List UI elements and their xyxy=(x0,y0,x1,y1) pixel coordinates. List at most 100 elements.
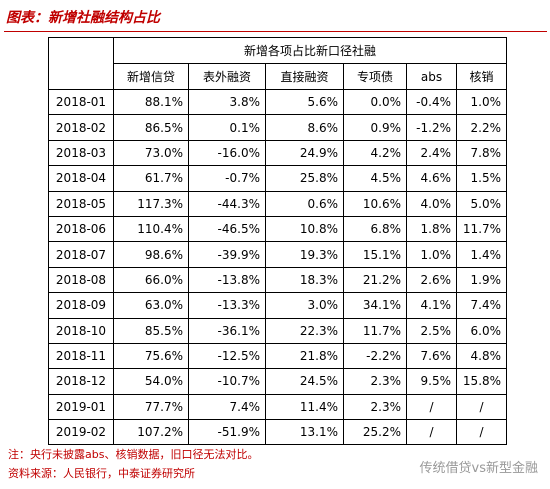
cell: 10.6% xyxy=(343,190,407,217)
cell: 7.4% xyxy=(188,393,266,421)
table-body: 2018-01 88.1% 3.8% 5.6% 0.0% -0.4% 1.0% 2018-02… xyxy=(48,88,508,446)
column-header: 直接融资 xyxy=(265,63,344,90)
cell: 15.8% xyxy=(455,368,508,395)
table-row: 2018-10 85.5% -36.1% 22.3% 11.7% 2.5% 6.0% xyxy=(48,317,508,344)
cell: / xyxy=(406,419,457,446)
cell: 75.6% xyxy=(113,342,189,370)
cell: 2.6% xyxy=(406,266,457,294)
cell: 8.6% xyxy=(265,114,344,141)
row-label: 2018-05 xyxy=(48,190,114,217)
cell: 2.2% xyxy=(455,114,508,141)
header-row: 新增各项占比新口径社融 xyxy=(48,37,508,90)
cell: 10.8% xyxy=(265,215,344,243)
column-header: 表外融资 xyxy=(188,63,266,90)
cell: 7.6% xyxy=(406,342,457,370)
note: 注：央行未披露abs、核销数据，旧口径无法对比。 xyxy=(8,448,259,461)
cell: 34.1% xyxy=(343,292,407,319)
cell: / xyxy=(406,393,457,421)
cell: -13.3% xyxy=(188,292,266,319)
row-label: 2018-11 xyxy=(48,342,114,370)
row-label: 2018-12 xyxy=(48,368,114,395)
cell: 73.0% xyxy=(113,139,189,167)
row-label: 2019-01 xyxy=(48,393,114,421)
cell: 2.3% xyxy=(343,393,407,421)
cell: / xyxy=(455,393,508,421)
table-row: 2018-09 63.0% -13.3% 3.0% 34.1% 4.1% 7.4% xyxy=(48,292,508,319)
row-label: 2018-07 xyxy=(48,241,114,268)
cell: -39.9% xyxy=(188,241,266,268)
column-header: 核销 xyxy=(455,63,508,90)
cell: 21.8% xyxy=(265,342,344,370)
cell: 24.9% xyxy=(265,139,344,167)
cell: 117.3% xyxy=(113,190,189,217)
source: 资料来源：人民银行，中泰证券研究所 xyxy=(8,467,195,480)
cell: 5.6% xyxy=(265,88,344,116)
table-row: 2019-02 107.2% -51.9% 13.1% 25.2% / / xyxy=(48,419,508,446)
cell: 11.4% xyxy=(265,393,344,421)
cell: 4.8% xyxy=(455,342,508,370)
cell: -0.7% xyxy=(188,165,266,192)
cell: 22.3% xyxy=(265,317,344,344)
cell: 110.4% xyxy=(113,215,189,243)
row-label: 2018-04 xyxy=(48,165,114,192)
cell: 85.5% xyxy=(113,317,189,344)
cell: 77.7% xyxy=(113,393,189,421)
table-row: 2018-05 117.3% -44.3% 0.6% 10.6% 4.0% 5.0% xyxy=(48,190,508,217)
cell: 5.0% xyxy=(455,190,508,217)
cell: -2.2% xyxy=(343,342,407,370)
cell: 4.2% xyxy=(343,139,407,167)
cell: -13.8% xyxy=(188,266,266,294)
table-row: 2018-12 54.0% -10.7% 24.5% 2.3% 9.5% 15.8% xyxy=(48,368,508,395)
row-label: 2018-01 xyxy=(48,88,114,116)
cell: 61.7% xyxy=(113,165,189,192)
cell: 1.9% xyxy=(455,266,508,294)
cell: 3.8% xyxy=(188,88,266,116)
row-label: 2018-08 xyxy=(48,266,114,294)
cell: 0.1% xyxy=(188,114,266,141)
corner-cell xyxy=(48,37,114,90)
cell: 54.0% xyxy=(113,368,189,395)
cell: 98.6% xyxy=(113,241,189,268)
column-header: 新增信贷 xyxy=(113,63,189,90)
cell: 19.3% xyxy=(265,241,344,268)
row-label: 2018-03 xyxy=(48,139,114,167)
cell: 13.1% xyxy=(265,419,344,446)
table-row: 2018-07 98.6% -39.9% 19.3% 15.1% 1.0% 1.4% xyxy=(48,241,508,268)
cell: 24.5% xyxy=(265,368,344,395)
cell: -1.2% xyxy=(406,114,457,141)
table-row: 2019-01 77.7% 7.4% 11.4% 2.3% / / xyxy=(48,393,508,421)
cell: 25.2% xyxy=(343,419,407,446)
cell: 88.1% xyxy=(113,88,189,116)
cell: 107.2% xyxy=(113,419,189,446)
table: 新增各项占比新口径社融 新增信贷 表外融资 直接融资 专项债 abs 核销 2018-01… xyxy=(48,37,508,446)
cell: 18.3% xyxy=(265,266,344,294)
cell: -12.5% xyxy=(188,342,266,370)
table-row: 2018-02 86.5% 0.1% 8.6% 0.9% -1.2% 2.2% xyxy=(48,114,508,141)
table-row: 2018-03 73.0% -16.0% 24.9% 4.2% 2.4% 7.8% xyxy=(48,139,508,167)
title-rule xyxy=(4,31,547,32)
cell: 4.1% xyxy=(406,292,457,319)
cell: 0.0% xyxy=(343,88,407,116)
cell: 4.6% xyxy=(406,165,457,192)
cell: 7.4% xyxy=(455,292,508,319)
row-label: 2018-06 xyxy=(48,215,114,243)
cell: -10.7% xyxy=(188,368,266,395)
cell: 4.5% xyxy=(343,165,407,192)
cell: -51.9% xyxy=(188,419,266,446)
cell: 86.5% xyxy=(113,114,189,141)
row-label: 2018-09 xyxy=(48,292,114,319)
cell: 11.7% xyxy=(343,317,407,344)
table-head: 新增各项占比新口径社融 新增信贷 表外融资 直接融资 专项债 abs 核销 xyxy=(48,37,508,90)
table-row: 2018-04 61.7% -0.7% 25.8% 4.5% 4.6% 1.5% xyxy=(48,165,508,192)
cell: 3.0% xyxy=(265,292,344,319)
cell: 1.0% xyxy=(406,241,457,268)
row-label: 2018-02 xyxy=(48,114,114,141)
table-row: 2018-06 110.4% -46.5% 10.8% 6.8% 1.8% 11.7% xyxy=(48,215,508,243)
cell: -46.5% xyxy=(188,215,266,243)
column-header: abs xyxy=(406,63,457,90)
cell: 1.0% xyxy=(455,88,508,116)
cell: -0.4% xyxy=(406,88,457,116)
table-row: 2018-01 88.1% 3.8% 5.6% 0.0% -0.4% 1.0% xyxy=(48,88,508,116)
cell: -16.0% xyxy=(188,139,266,167)
